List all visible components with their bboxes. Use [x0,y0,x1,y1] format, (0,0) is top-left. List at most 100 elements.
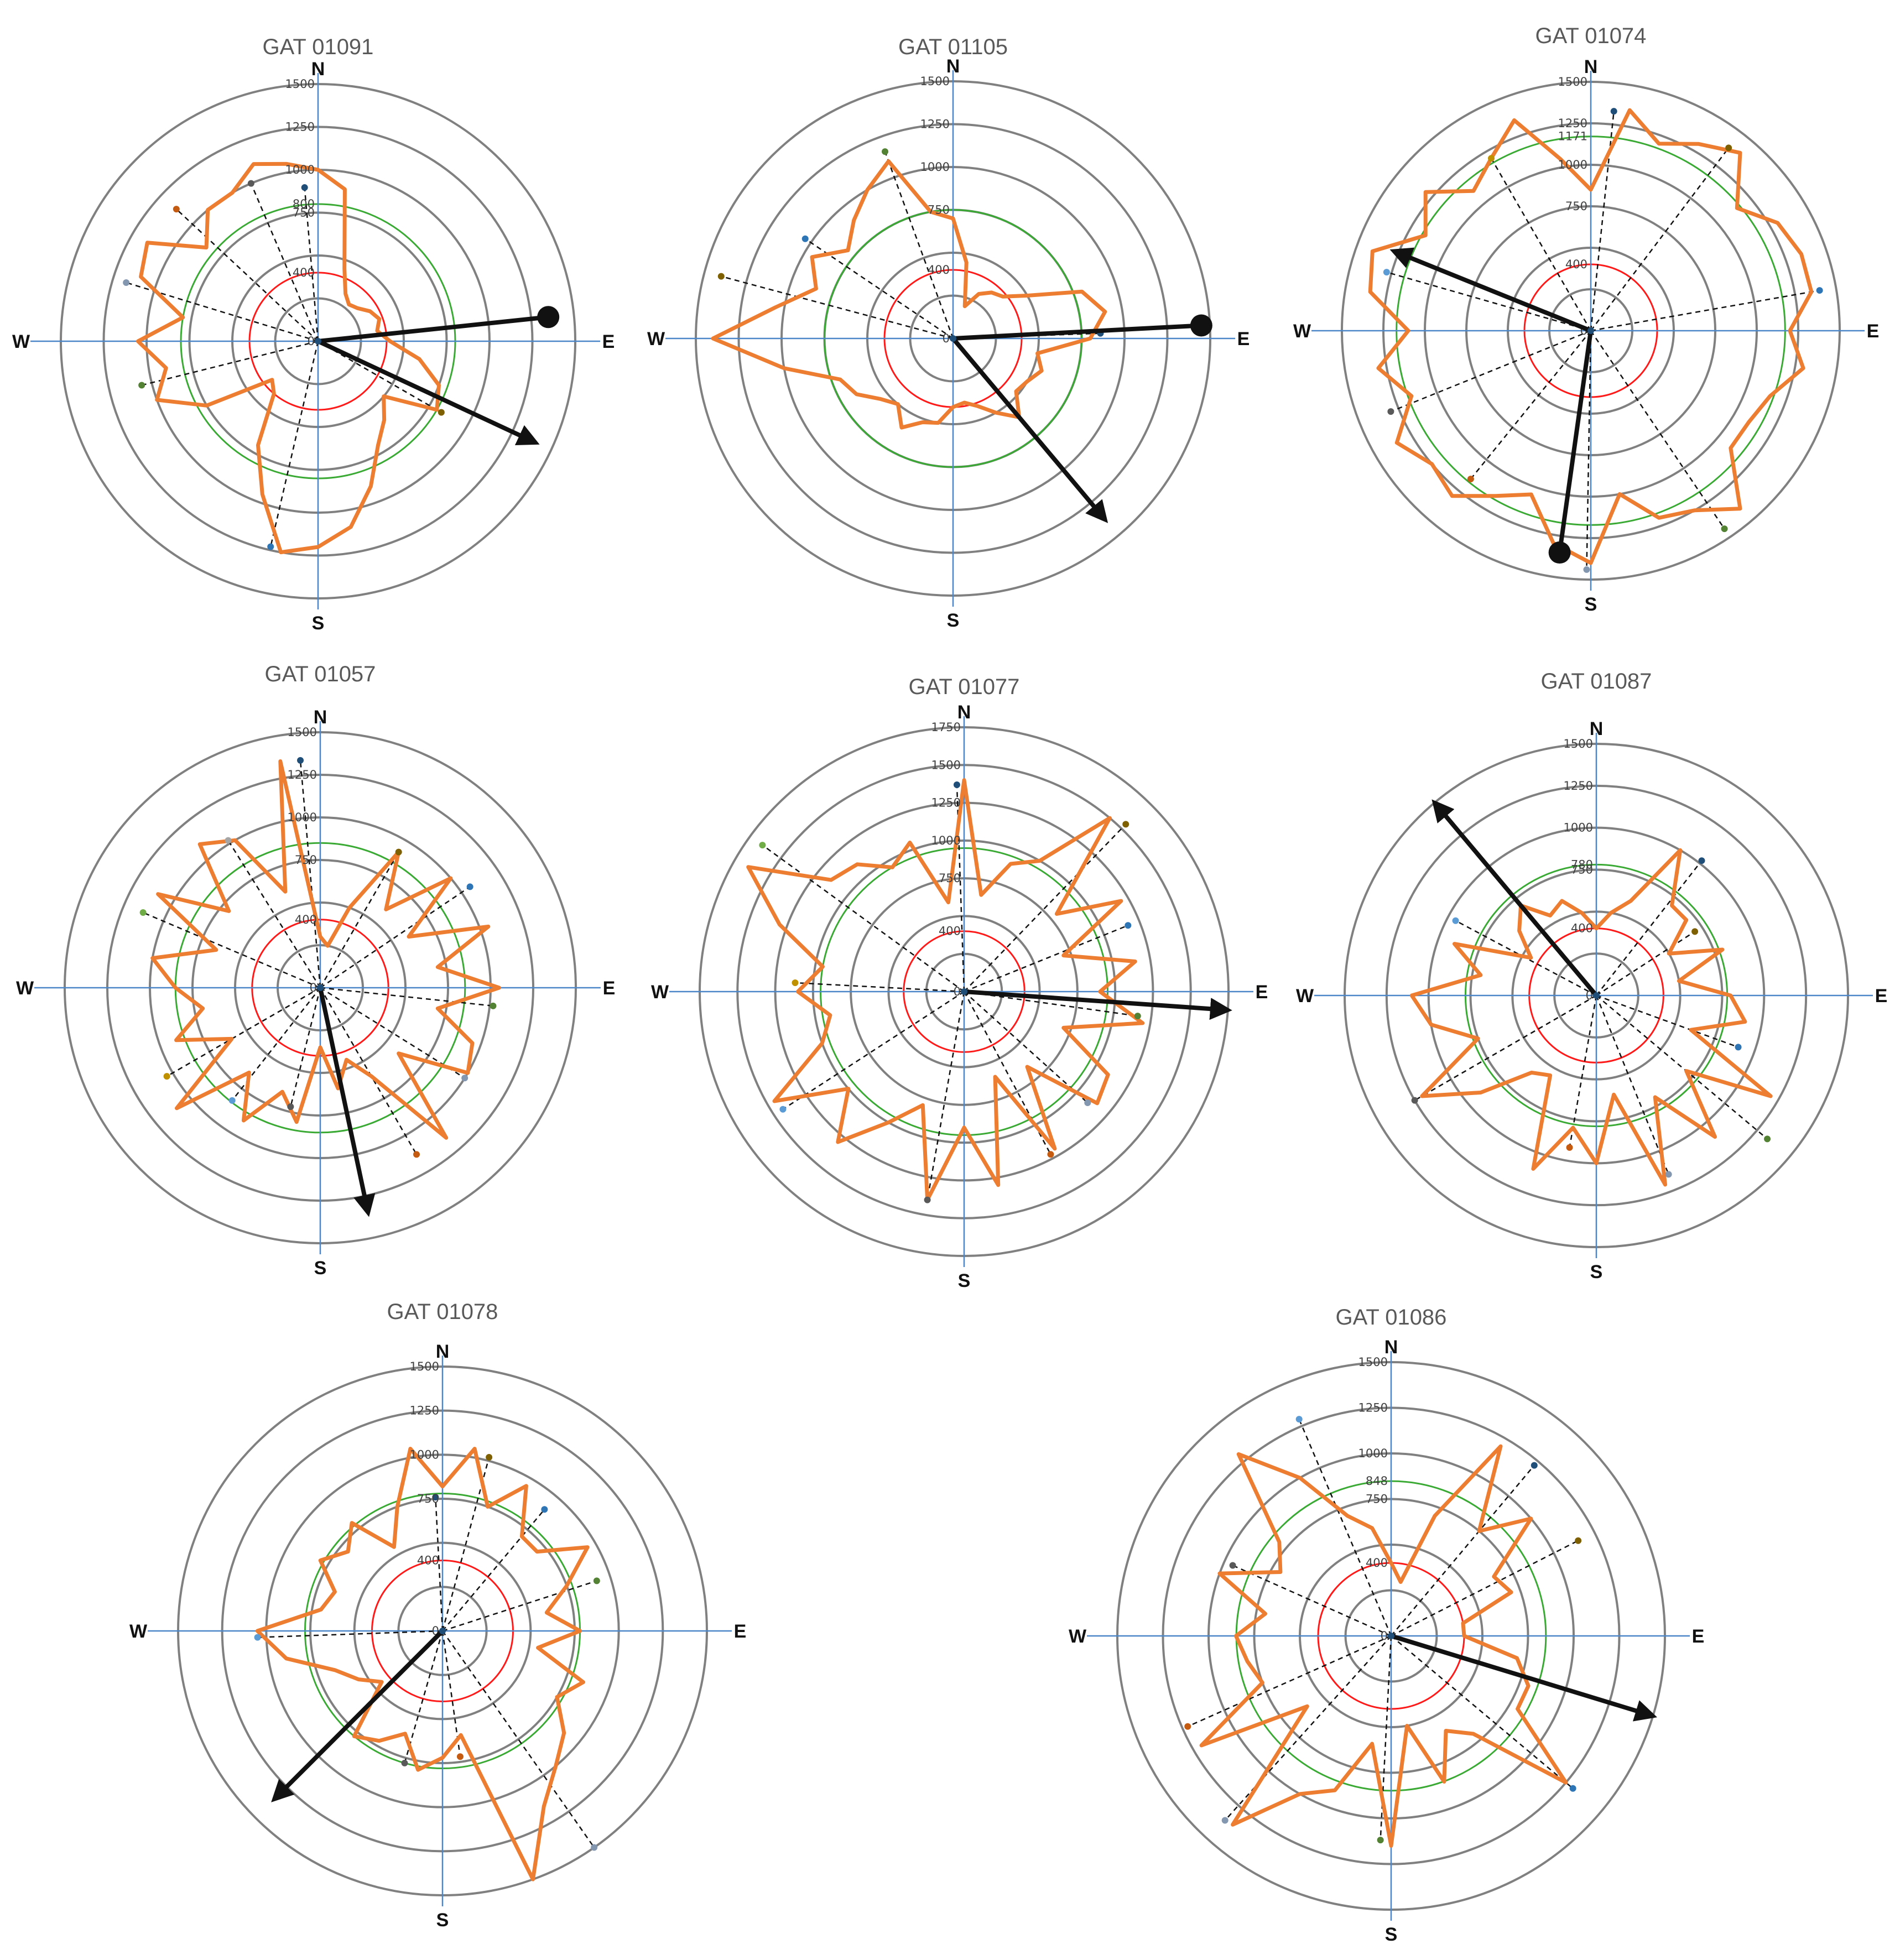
tick-label: 400 [1571,922,1593,935]
tick-label: 0 [1381,1629,1388,1643]
compass-label: E [734,1621,747,1642]
spoke-point [123,279,130,286]
chart-title: GAT 01057 [265,662,376,686]
tick-label: 400 [1366,1556,1388,1570]
tick-label: 400 [939,925,961,938]
center-point [961,988,967,995]
tick-label: 1250 [285,121,315,134]
spoke-point [1184,1723,1191,1730]
spoke-line [1298,1419,1392,1636]
radar-chart: GAT 01077 N E S W 0 400 750 1000 1250 1500 1750 [651,675,1268,1291]
tick-label: 1250 [1564,779,1593,793]
spoke-point [1531,1462,1538,1469]
spoke-point [1467,476,1474,483]
spoke-line [270,341,319,547]
radar-chart: GAT 01086 N E S W 0 400 750 848 1000 1250 1500 [1069,1305,1704,1945]
dot-arrow-head [1190,314,1212,337]
spoke-line [1232,1565,1392,1637]
tick-label: 750 [417,1492,439,1505]
tick-label: 1250 [931,796,961,810]
spoke-point [228,1097,236,1104]
spoke-point [432,1494,439,1501]
tick-label: 1500 [931,758,961,772]
compass-label: N [1584,56,1598,77]
spoke-line [1391,1635,1574,1789]
spoke-point [247,180,254,187]
compass-label: N [314,707,327,728]
chart-title: GAT 01078 [387,1300,498,1324]
compass-label: W [16,978,34,999]
spoke-line [1391,1540,1579,1637]
dot-arrow-head [537,306,560,329]
spoke-point [779,1106,787,1113]
compass-label: E [602,331,615,352]
spoke-point [717,273,725,280]
spoke-point [1721,525,1728,533]
spoke-point [801,235,809,242]
spoke-line [175,208,319,342]
center-point [1593,992,1600,999]
spoke-point [1583,566,1590,573]
tick-label: 848 [1366,1474,1388,1488]
spoke-line [166,987,321,1077]
spoke-line [304,187,319,342]
tick-label: 1250 [1358,1401,1388,1415]
spoke-point [792,979,799,986]
dot-arrow-line [1557,330,1593,553]
tick-label: 1250 [288,768,317,781]
center-point [317,984,324,991]
spoke-point [759,842,766,849]
spoke-point [1735,1044,1742,1051]
spoke-point [486,1454,493,1461]
tick-label: 800 [293,197,315,211]
spoke-point [1566,1144,1573,1151]
tick-label: 1500 [1358,1356,1388,1369]
spoke-point [882,148,889,155]
tick-label: 0 [943,332,950,345]
spoke-line [1490,158,1592,331]
compass-label: E [1692,1626,1705,1647]
dot-arrow-line [317,315,549,343]
tick-label: 400 [928,263,950,277]
tick-label: 1500 [1564,737,1593,750]
spoke-line [884,151,954,339]
spoke-line [1390,330,1591,413]
direction-arrow [964,989,1232,1020]
compass-label: S [1585,594,1597,615]
spoke-line [299,760,321,988]
spoke-line [1590,330,1725,529]
spoke-point [953,781,960,789]
spoke-point [139,909,147,916]
spoke-point [138,382,145,389]
compass-label: W [1069,1626,1087,1647]
direction-arrow [1390,1634,1658,1722]
spoke-line [441,1457,490,1631]
tick-label: 400 [417,1554,439,1567]
tick-label: 780 [1571,858,1593,871]
compass-label: S [314,1258,327,1279]
tick-label: 1250 [410,1404,439,1417]
tick-label: 1000 [285,163,315,176]
profile-line [746,778,1145,1202]
spoke-point [267,543,274,550]
spoke-line [1596,995,1768,1140]
spoke-point [1691,928,1699,935]
compass-label: W [1296,986,1314,1007]
spoke-point [301,184,308,191]
spoke-line [1595,995,1669,1175]
tick-label: 1500 [1558,75,1587,88]
profile-line [150,759,501,1140]
spoke-line [1590,289,1820,332]
spoke-point [1377,1837,1384,1844]
spoke-line [1187,1635,1392,1727]
spoke-line [257,1630,443,1638]
compass-label: W [651,982,669,1003]
spoke-point [541,1506,548,1513]
chart-title: GAT 01077 [909,675,1020,699]
spoke-line [964,925,1128,993]
chart-title: GAT 01105 [898,35,1008,59]
center-point [950,335,956,342]
